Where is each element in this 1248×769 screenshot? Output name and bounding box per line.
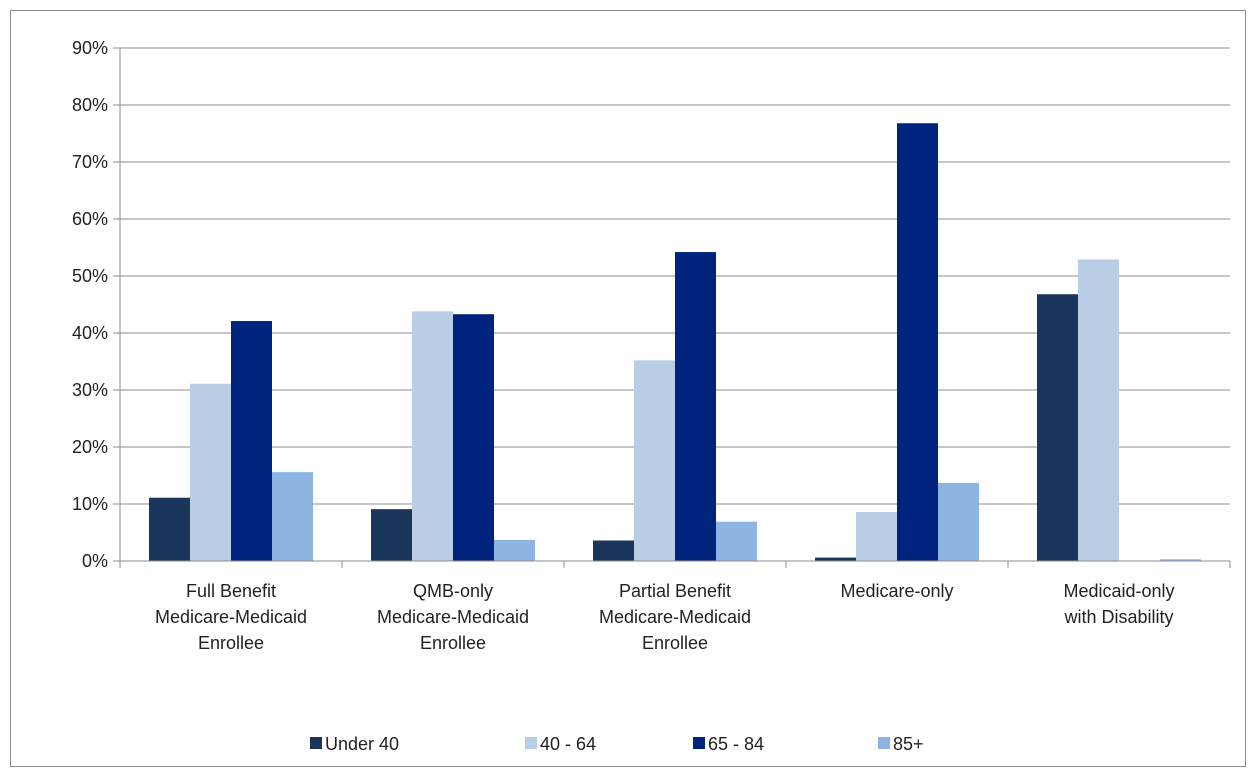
- y-tick-label: 60%: [72, 209, 108, 229]
- y-tick-label: 90%: [72, 38, 108, 58]
- axes: [113, 47, 1231, 568]
- bar-under-40: [149, 497, 190, 561]
- y-tick-label: 50%: [72, 266, 108, 286]
- bar-65-84: [897, 123, 938, 562]
- legend: Under 40 40 - 64 65 - 84 85+: [310, 734, 924, 754]
- category-label: Medicare-Medicaid: [377, 607, 529, 627]
- bar-under-40: [815, 557, 856, 561]
- category-label: with Disability: [1063, 607, 1173, 627]
- y-tick-label: 30%: [72, 380, 108, 400]
- bar-40-64: [412, 311, 453, 561]
- bar-under-40: [1037, 294, 1078, 561]
- category-label: Partial Benefit: [619, 581, 731, 601]
- category-labels: Full Benefit Medicare-Medicaid Enrollee QMB…: [155, 581, 1175, 653]
- bar-40-64: [190, 383, 231, 561]
- legend-label: 85+: [893, 734, 924, 754]
- category-label: Medicare-Medicaid: [155, 607, 307, 627]
- category-label: Full Benefit: [186, 581, 276, 601]
- y-tick-labels: 0% 10% 20% 30% 40% 50% 60% 70% 80% 90%: [72, 38, 108, 571]
- y-tick-label: 80%: [72, 95, 108, 115]
- bar-65-84: [675, 252, 716, 561]
- y-tick-label: 40%: [72, 323, 108, 343]
- y-tick-label: 70%: [72, 152, 108, 172]
- y-tick-label: 0%: [82, 551, 108, 571]
- category-label: Medicaid-only: [1063, 581, 1174, 601]
- bars: [149, 123, 1201, 562]
- y-tick-label: 10%: [72, 494, 108, 514]
- bar-40-64: [856, 511, 897, 561]
- category-label: Medicare-only: [840, 581, 953, 601]
- category-label: QMB-only: [413, 581, 493, 601]
- bar-85-: [272, 472, 313, 561]
- bar-85-: [716, 521, 757, 561]
- bar-85-: [494, 539, 535, 561]
- category-label: Medicare-Medicaid: [599, 607, 751, 627]
- legend-swatch: [693, 737, 705, 749]
- bar-65-84: [453, 314, 494, 561]
- bar-85-: [938, 482, 979, 561]
- category-label: Enrollee: [198, 633, 264, 653]
- category-label: Enrollee: [642, 633, 708, 653]
- legend-label: 40 - 64: [540, 734, 596, 754]
- legend-label: Under 40: [325, 734, 399, 754]
- legend-label: 65 - 84: [708, 734, 764, 754]
- bar-65-84: [231, 321, 272, 561]
- bar-85-: [1160, 559, 1201, 561]
- bar-under-40: [371, 509, 412, 561]
- legend-swatch: [878, 737, 890, 749]
- category-label: Enrollee: [420, 633, 486, 653]
- y-tick-label: 20%: [72, 437, 108, 457]
- legend-swatch: [525, 737, 537, 749]
- legend-swatch: [310, 737, 322, 749]
- bar-under-40: [593, 540, 634, 561]
- bar-40-64: [634, 360, 675, 561]
- bar-40-64: [1078, 259, 1119, 561]
